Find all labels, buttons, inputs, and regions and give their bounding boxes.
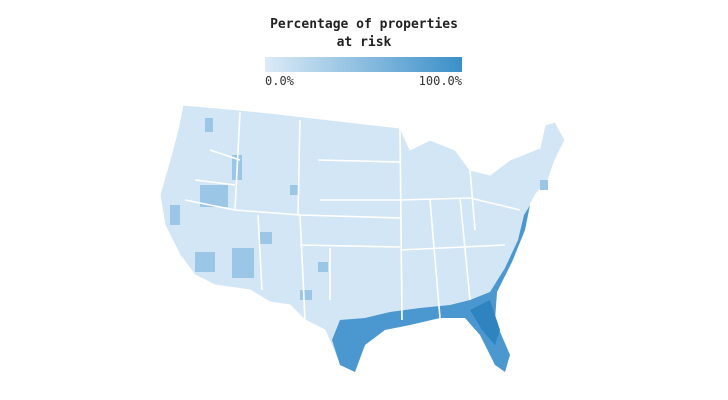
high-risk-florida xyxy=(470,300,500,345)
state-borders xyxy=(184,111,521,321)
us-map xyxy=(159,104,566,373)
legend-color-ramp xyxy=(265,57,462,72)
legend-tick-label: 0.0% xyxy=(265,74,295,88)
legend-title: at risk xyxy=(337,35,392,50)
legend-ticks: 0.0% 100.0% xyxy=(265,74,463,88)
legend-tick-label: 100.0% xyxy=(419,74,463,88)
legend-title: Percentage of properties xyxy=(270,17,458,32)
high-risk-coast xyxy=(332,205,530,372)
